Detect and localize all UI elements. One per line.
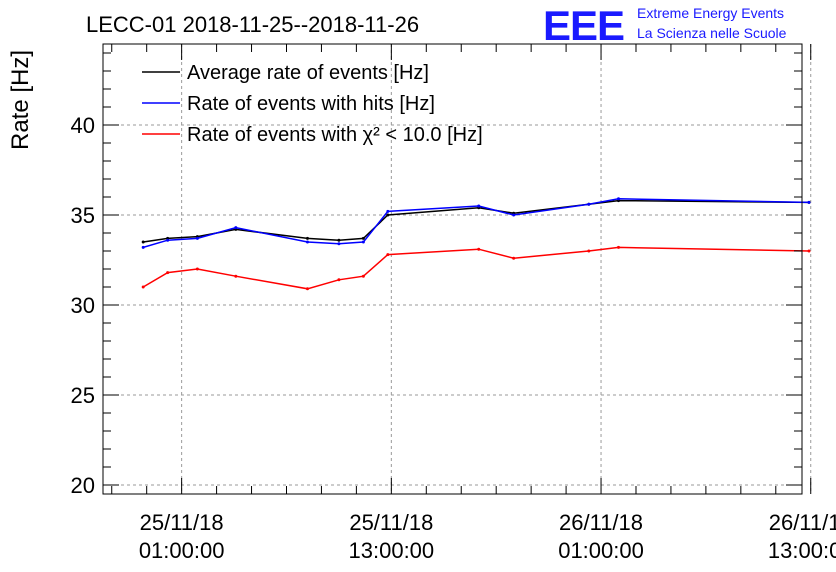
series-2-point-11	[617, 245, 621, 249]
series-0-point-4	[305, 236, 309, 240]
y-axis-label: Rate [Hz]	[7, 50, 34, 150]
series-1-point-4	[305, 240, 309, 244]
series-2-point-12	[807, 249, 811, 253]
axis-ticks: 20 25 30 35 40 25/11/18 01:00:00 25/11/18 13:00:…	[71, 44, 836, 563]
x-tick-label-date-2: 26/11/18	[559, 510, 643, 535]
series-1-point-10	[587, 202, 591, 206]
plot-area	[103, 44, 802, 494]
x-tick-label-time-2: 01:00:00	[558, 538, 644, 563]
series-1-point-8	[477, 204, 481, 208]
series-0-point-7	[386, 213, 390, 217]
legend-label-chi2: Rate of events with χ² < 10.0 [Hz]	[187, 124, 483, 146]
chart-title: LECC-01 2018-11-25--2018-11-26	[86, 12, 419, 37]
series-0-point-0	[141, 240, 145, 244]
x-tick-label-date-0: 25/11/18	[140, 510, 224, 535]
series-2-point-10	[587, 249, 591, 253]
series-2-point-2	[195, 267, 199, 271]
x-tick-label-time-1: 13:00:00	[349, 538, 435, 563]
series-layer	[141, 197, 811, 291]
series-2-point-4	[305, 287, 309, 291]
y-tick-label-35: 35	[71, 203, 95, 228]
series-2-point-5	[337, 278, 341, 282]
legend-label-hits: Rate of events with hits [Hz]	[187, 93, 435, 115]
y-tick-label-40: 40	[71, 113, 95, 138]
y-tick-label-25: 25	[71, 383, 95, 408]
series-2-point-7	[386, 253, 390, 257]
series-0-point-5	[337, 238, 341, 242]
series-1-point-3	[234, 226, 238, 230]
y-tick-label-20: 20	[71, 473, 95, 498]
eee-logo-line1: Extreme Energy Events	[637, 5, 784, 21]
x-tick-label-date-1: 25/11/18	[349, 510, 433, 535]
series-2-point-9	[512, 256, 516, 260]
x-tick-label-time-3: 13:00:00	[768, 538, 836, 563]
series-2-point-3	[234, 274, 238, 278]
x-tick-label-date-3: 26/11/18	[769, 510, 836, 535]
series-2-point-6	[361, 274, 365, 278]
series-2-point-0	[141, 285, 145, 289]
series-1-point-5	[337, 242, 341, 246]
series-0-point-6	[361, 236, 365, 240]
series-1-point-6	[361, 240, 365, 244]
series-2-point-1	[166, 271, 170, 275]
series-1-point-9	[512, 213, 516, 217]
series-1-point-0	[141, 245, 145, 249]
series-2-point-8	[477, 247, 481, 251]
series-1-point-2	[195, 236, 199, 240]
y-tick-label-30: 30	[71, 293, 95, 318]
x-tick-label-time-0: 01:00:00	[139, 538, 225, 563]
eee-logo-line2: La Scienza nelle Scuole	[637, 25, 787, 41]
series-1-point-11	[617, 197, 621, 201]
legend-label-average: Average rate of events [Hz]	[187, 62, 429, 84]
grid	[103, 44, 812, 494]
legend: Average rate of events [Hz] Rate of even…	[142, 62, 483, 146]
series-1-point-1	[166, 238, 170, 242]
series-1-point-12	[807, 200, 811, 204]
series-1-point-7	[386, 209, 390, 213]
eee-logo: EEE	[543, 2, 624, 49]
